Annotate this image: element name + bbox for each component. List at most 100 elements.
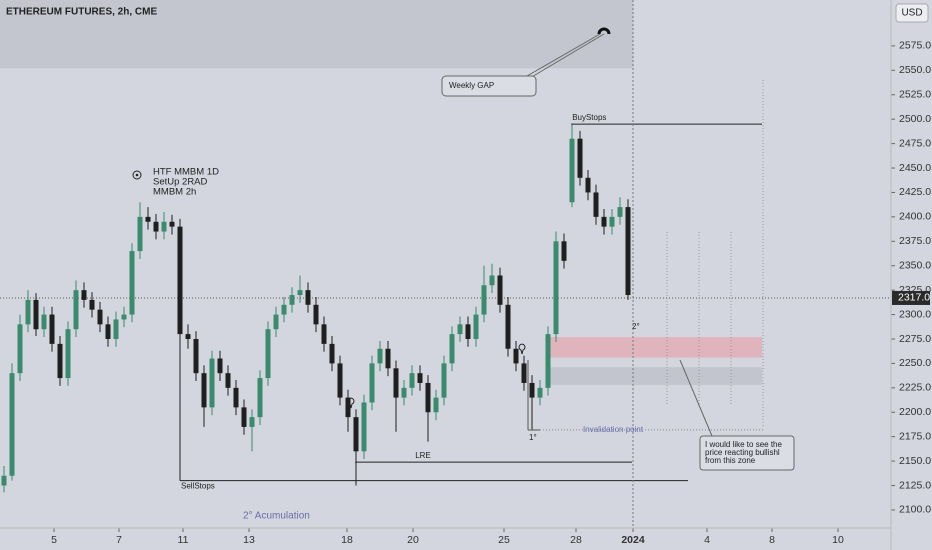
y-tick-label: 2175.0 xyxy=(899,430,931,442)
candle-body xyxy=(393,368,399,398)
candle-body xyxy=(385,348,391,369)
candle-body xyxy=(305,290,311,305)
level-label: Invalidation point xyxy=(583,425,644,434)
candle-body xyxy=(537,387,543,398)
candle-body xyxy=(265,329,271,379)
candle-body xyxy=(49,314,55,344)
candle-body xyxy=(209,358,215,408)
candle-body xyxy=(281,304,287,315)
zone xyxy=(548,367,762,385)
x-tick-label: 8 xyxy=(769,534,775,546)
candle-body xyxy=(121,314,127,320)
x-tick-label: 28 xyxy=(570,534,582,546)
callout-text: price reacting bullishl xyxy=(705,448,780,457)
x-tick-label: 20 xyxy=(407,534,419,546)
candle-body xyxy=(545,334,551,388)
x-tick-label: 25 xyxy=(498,534,510,546)
x-tick-label: 10 xyxy=(832,534,844,546)
candle-body xyxy=(601,216,607,227)
target-icon xyxy=(132,170,142,180)
zones xyxy=(0,0,762,385)
y-tick-label: 2425.0 xyxy=(899,186,931,198)
setup-text: HTF MMBM 1D xyxy=(153,167,219,178)
callout-box xyxy=(699,435,795,471)
candle-body xyxy=(89,299,95,310)
candle-body xyxy=(81,290,87,300)
y-tick-label: 2400.0 xyxy=(899,211,931,223)
candle-body xyxy=(249,417,255,427)
candle-body xyxy=(1,475,7,486)
currency-button[interactable] xyxy=(895,3,929,23)
callout-line xyxy=(679,359,713,437)
candle-body xyxy=(585,177,591,193)
candle-body xyxy=(569,138,575,203)
candle-body xyxy=(129,251,135,315)
callout-box xyxy=(441,75,537,97)
candle-body xyxy=(113,319,119,339)
x-tick-label: 13 xyxy=(243,534,255,546)
callout-text: I would like to see the xyxy=(705,440,782,449)
callout-line xyxy=(529,33,605,79)
candle-body xyxy=(169,221,175,227)
x-tick-label: 11 xyxy=(178,534,189,546)
zone xyxy=(548,337,762,358)
candle-body xyxy=(193,338,199,374)
candle-body xyxy=(225,373,231,388)
y-tick-label: 2125.0 xyxy=(899,479,931,491)
x-tick-label: 4 xyxy=(704,534,710,546)
level-label: BuyStops xyxy=(572,113,606,122)
y-tick-label: 2550.0 xyxy=(899,64,931,76)
y-tick-label: 2100.0 xyxy=(899,504,931,516)
candle-body xyxy=(433,397,439,413)
candle-body xyxy=(337,363,343,398)
candle-body xyxy=(201,373,207,408)
level-label: SellStops xyxy=(181,482,215,491)
candle-body xyxy=(513,348,519,364)
second-label: 2° xyxy=(632,322,640,331)
candle-body xyxy=(297,290,303,296)
candle-body xyxy=(409,373,415,388)
y-tick-label: 2250.0 xyxy=(899,357,931,369)
chart-title: ETHEREUM FUTURES, 2h, CME xyxy=(6,7,157,18)
candle-body xyxy=(377,348,383,364)
candle-body xyxy=(617,207,623,217)
candle-body xyxy=(417,373,423,383)
candle-body xyxy=(233,387,239,408)
setup-text: SetUp 2RAD xyxy=(153,177,208,188)
candle-body xyxy=(17,324,23,374)
candle-body xyxy=(457,324,463,335)
candle-body xyxy=(177,226,183,335)
y-tick-label: 2200.0 xyxy=(899,406,931,418)
candle-body xyxy=(25,299,31,325)
candle-body xyxy=(41,314,47,330)
zone xyxy=(0,0,633,69)
x-tick-label: 18 xyxy=(341,534,353,546)
y-tick-label: 2450.0 xyxy=(899,162,931,174)
candle-body xyxy=(449,334,455,364)
candle-body xyxy=(65,329,71,379)
level-label: LRE xyxy=(415,451,431,460)
x-tick-label: 5 xyxy=(51,534,57,546)
candle-body xyxy=(273,314,279,330)
candle-body xyxy=(609,216,615,227)
first-label: 1° xyxy=(529,433,537,442)
candle-body xyxy=(97,309,103,325)
y-tick-label: 2375.0 xyxy=(899,235,931,247)
y-tick-label: 2350.0 xyxy=(899,260,931,272)
price-axis: 2100.0 2125.0 2150.0 2175.0 2200.0 2225.0 2250… xyxy=(0,40,931,546)
candle-body xyxy=(105,324,111,339)
candle-body xyxy=(313,304,319,325)
magnet-icon xyxy=(597,27,611,35)
last-price-box xyxy=(892,290,930,305)
candle-body xyxy=(329,343,335,364)
candle-body xyxy=(481,285,487,315)
candle-body xyxy=(497,275,503,305)
candle-body xyxy=(369,363,375,403)
candle-body xyxy=(425,382,431,413)
last-price-label: 2317.0 xyxy=(898,292,930,304)
candle-body xyxy=(473,314,479,339)
candle-body xyxy=(161,221,167,232)
candle-body xyxy=(625,207,631,296)
candle-body xyxy=(353,417,359,452)
